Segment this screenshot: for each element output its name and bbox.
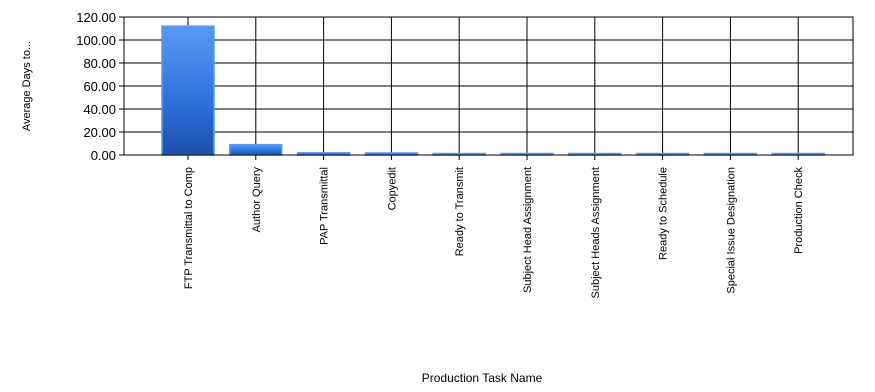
tick-layer: 0.00 20.00 40.00 60.00 80.00 100.00 120.00 FTP … (76, 10, 805, 298)
y-tick-label: 80.00 (83, 56, 116, 71)
plot-frame (123, 16, 854, 156)
bar-layer (161, 25, 825, 156)
y-tick-label: 20.00 (83, 125, 116, 140)
y-axis-label: Average Days to... (21, 41, 33, 131)
x-tick-label: Production Check (793, 167, 805, 254)
x-tick-label: FTP Transmittal to Comp (183, 167, 195, 289)
bar (229, 143, 283, 156)
x-tick-label: Ready to Transmit (454, 167, 466, 256)
y-tick-label: 100.00 (76, 33, 116, 48)
grid-layer (124, 16, 853, 156)
x-tick-label: Subject Heads Assignment (590, 167, 602, 298)
y-tick-label: 0.00 (91, 148, 116, 163)
x-tick-label: Ready to Schedule (658, 167, 670, 260)
x-tick-label: PAP Transmittal (319, 167, 331, 245)
y-tick-label: 60.00 (83, 79, 116, 94)
y-tick-label: 40.00 (83, 102, 116, 117)
x-tick-label: Author Query (251, 167, 263, 233)
x-axis-label: Production Task Name (422, 371, 543, 385)
y-tick-label: 120.00 (76, 10, 116, 25)
x-tick-label: Copyedit (386, 167, 398, 210)
x-tick-label: Subject Head Assignment (522, 167, 534, 293)
bar (161, 25, 215, 156)
x-tick-label: Special Issue Designation (725, 167, 737, 294)
